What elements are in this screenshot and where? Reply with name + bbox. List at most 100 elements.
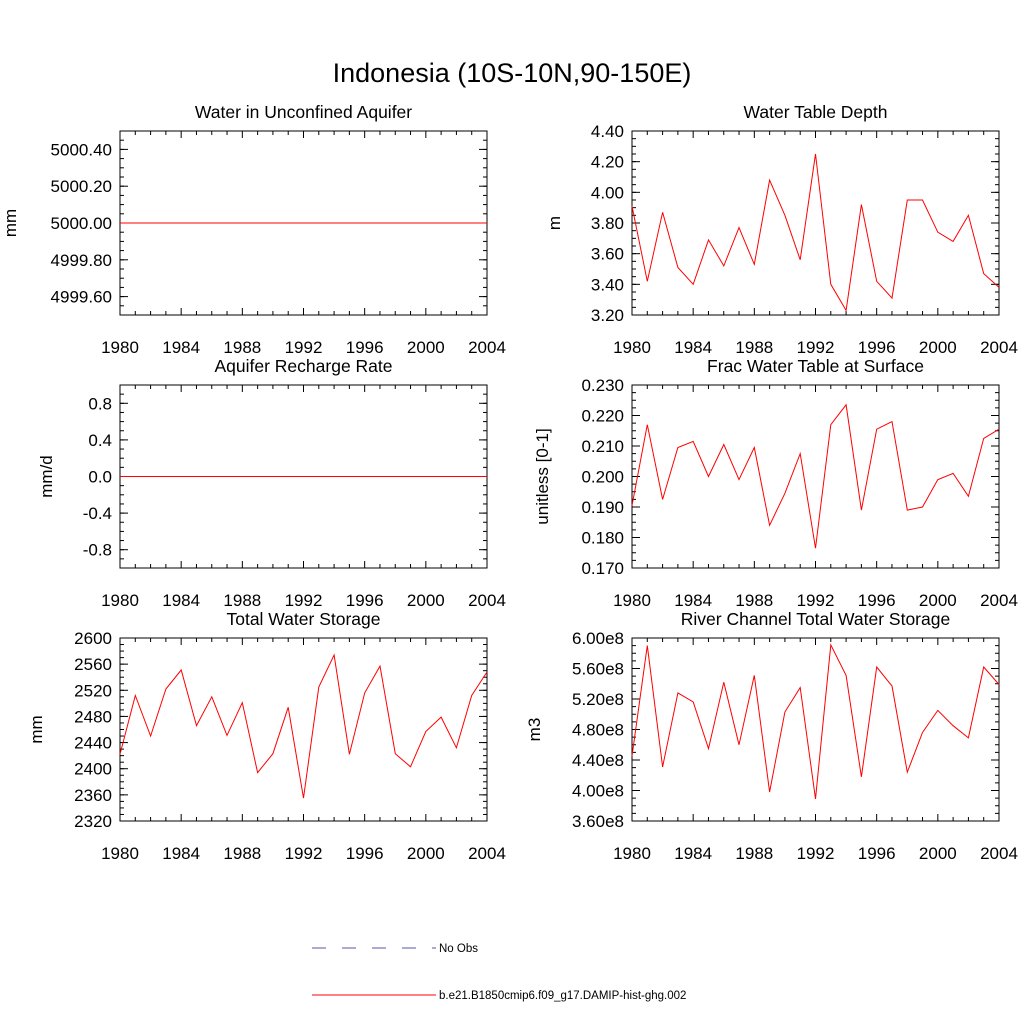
y-tick-label: 3.20 [591,306,624,325]
y-tick-label: 2560 [74,655,112,674]
panel-title: Water Table Depth [744,102,888,122]
x-tick-label: 1980 [613,591,651,610]
y-tick-label: 2440 [74,734,112,753]
x-tick-label: 2004 [468,844,506,863]
y-tick-label: 0.4 [88,431,112,450]
x-tick-label: 1996 [858,338,896,357]
x-tick-label: 1988 [223,844,261,863]
y-tick-label: 5000.40 [51,140,112,159]
x-tick-label: 1984 [162,338,200,357]
y-axis-label: m [545,216,564,230]
y-tick-label: 4.00 [591,183,624,202]
panels: Water in Unconfined Aquifer 1980 1984 1988 1… [1,102,1018,863]
panel-title: Aquifer Recharge Rate [214,356,392,376]
figure-title: Indonesia (10S-10N,90-150E) [333,58,692,88]
y-tick-label: 2600 [74,629,112,648]
x-tick-label: 2000 [919,338,957,357]
chart-panel-3: Aquifer Recharge Rate 1980 1984 1988 1992 199… [37,356,506,610]
x-tick-label: 1988 [223,591,261,610]
y-tick-label: 0.220 [581,407,624,426]
y-tick-label: -0.4 [83,504,112,523]
x-tick-label: 1992 [285,844,323,863]
series-line [631,643,1000,799]
y-tick-label: 0.180 [581,529,624,548]
x-tick-label: 2004 [980,338,1018,357]
x-tick-label: 1988 [735,844,773,863]
y-tick-label: 4.40e8 [572,751,624,770]
y-tick-label: 5.20e8 [572,690,624,709]
chart-panel-5: Total Water Storage 1980 1984 1988 1992 1996 2… [27,609,506,863]
y-tick-label: 0.230 [581,376,624,395]
y-tick-label: 6.00e8 [572,629,624,648]
y-axis-label: mm [27,715,46,743]
x-tick-label: 1996 [858,591,896,610]
y-tick-label: 2400 [74,760,112,779]
chart-panel-6: River Channel Total Water Storage 1980 198… [525,609,1018,863]
x-tick-label: 1984 [674,844,712,863]
y-tick-label: -0.8 [83,541,112,560]
y-axis-label: mm/d [37,455,56,498]
y-tick-label: 0.170 [581,559,624,578]
y-tick-label: 4999.80 [51,251,112,270]
x-tick-label: 1996 [346,844,384,863]
y-tick-label: 4.20 [591,153,624,172]
y-tick-label: 2320 [74,812,112,831]
y-tick-label: 2360 [74,786,112,805]
series-line [119,653,488,799]
chart-panel-1: Water in Unconfined Aquifer 1980 1984 1988 1… [1,102,506,357]
legend-label-no-obs: No Obs [439,943,478,955]
panel-title: River Channel Total Water Storage [681,609,950,629]
panel-title: Water in Unconfined Aquifer [195,102,412,122]
y-tick-label: 5000.00 [51,214,112,233]
y-tick-label: 3.60e8 [572,812,624,831]
x-tick-label: 1984 [674,338,712,357]
x-tick-label: 2000 [919,591,957,610]
x-tick-label: 1980 [613,338,651,357]
x-tick-label: 1980 [101,844,139,863]
y-tick-label: 3.40 [591,275,624,294]
x-tick-label: 2004 [980,844,1018,863]
x-tick-label: 2004 [980,591,1018,610]
series-line [631,153,1000,312]
y-tick-label: 2520 [74,681,112,700]
chart-panel-2: Water Table Depth 1980 1984 1988 1992 1996 200… [545,102,1018,357]
x-tick-label: 2000 [407,338,445,357]
x-tick-label: 1988 [223,338,261,357]
series-line [631,403,1000,549]
x-tick-label: 2004 [468,591,506,610]
y-tick-label: 0.8 [88,394,112,413]
y-tick-label: 0.0 [88,468,112,487]
x-tick-label: 1980 [101,338,139,357]
y-tick-label: 5000.20 [51,177,112,196]
y-tick-label: 2480 [74,707,112,726]
x-tick-label: 1980 [101,591,139,610]
y-tick-label: 5.60e8 [572,660,624,679]
y-tick-label: 3.80 [591,214,624,233]
x-tick-label: 2000 [407,844,445,863]
x-tick-label: 1996 [346,591,384,610]
x-tick-label: 1988 [735,338,773,357]
legend: No Obs b.e21.B1850cmip6.f09_g17.DAMIP-hi… [312,943,686,1002]
y-axis-label: m3 [525,718,544,742]
x-tick-label: 1992 [285,338,323,357]
x-tick-label: 2000 [407,591,445,610]
x-tick-label: 1992 [797,338,835,357]
x-tick-label: 1980 [613,844,651,863]
x-tick-label: 2004 [468,338,506,357]
x-tick-label: 1984 [162,591,200,610]
legend-label-model-run: b.e21.B1850cmip6.f09_g17.DAMIP-hist-ghg.… [439,990,686,1002]
y-tick-label: 4.80e8 [572,721,624,740]
y-tick-label: 0.190 [581,498,624,517]
y-tick-label: 4.40 [591,122,624,141]
panel-title: Frac Water Table at Surface [707,356,924,376]
x-tick-label: 1988 [735,591,773,610]
x-tick-label: 1984 [674,591,712,610]
y-axis-label: mm [1,209,20,237]
y-tick-label: 4999.60 [51,288,112,307]
x-tick-label: 1996 [346,338,384,357]
x-tick-label: 1992 [797,844,835,863]
y-axis-label: unitless [0-1] [533,428,552,524]
x-tick-label: 1992 [797,591,835,610]
